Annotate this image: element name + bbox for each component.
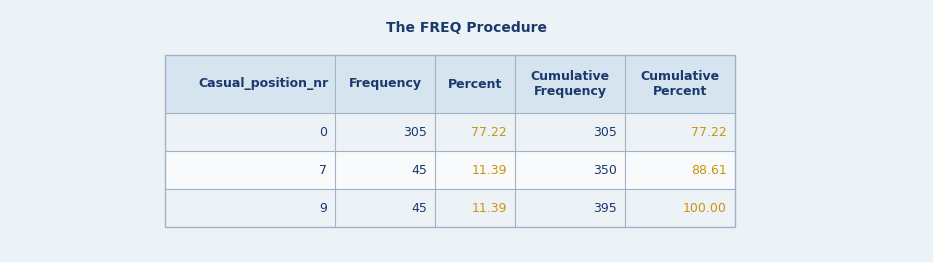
Text: 77.22: 77.22	[691, 125, 727, 139]
Text: 45: 45	[411, 163, 427, 177]
Text: 88.61: 88.61	[691, 163, 727, 177]
Bar	[165, 55, 735, 227]
Text: 350: 350	[593, 163, 617, 177]
Bar	[165, 151, 735, 189]
Text: Casual_position_nr: Casual_position_nr	[199, 78, 329, 90]
Text: Cumulative
Percent: Cumulative Percent	[640, 70, 719, 98]
Text: 11.39: 11.39	[471, 163, 507, 177]
Text: 11.39: 11.39	[471, 201, 507, 215]
Text: 77.22: 77.22	[471, 125, 507, 139]
Text: 45: 45	[411, 201, 427, 215]
Bar	[165, 113, 735, 151]
Bar	[165, 55, 735, 113]
Text: 9: 9	[319, 201, 327, 215]
Text: The FREQ Procedure: The FREQ Procedure	[386, 21, 547, 35]
Text: 7: 7	[319, 163, 327, 177]
Text: Frequency: Frequency	[349, 78, 422, 90]
Text: 305: 305	[403, 125, 427, 139]
Bar	[165, 189, 735, 227]
Text: 305: 305	[593, 125, 617, 139]
Text: Cumulative
Frequency: Cumulative Frequency	[531, 70, 609, 98]
Text: Percent: Percent	[448, 78, 502, 90]
Text: 395: 395	[593, 201, 617, 215]
Text: 100.00: 100.00	[683, 201, 727, 215]
Text: 0: 0	[319, 125, 327, 139]
